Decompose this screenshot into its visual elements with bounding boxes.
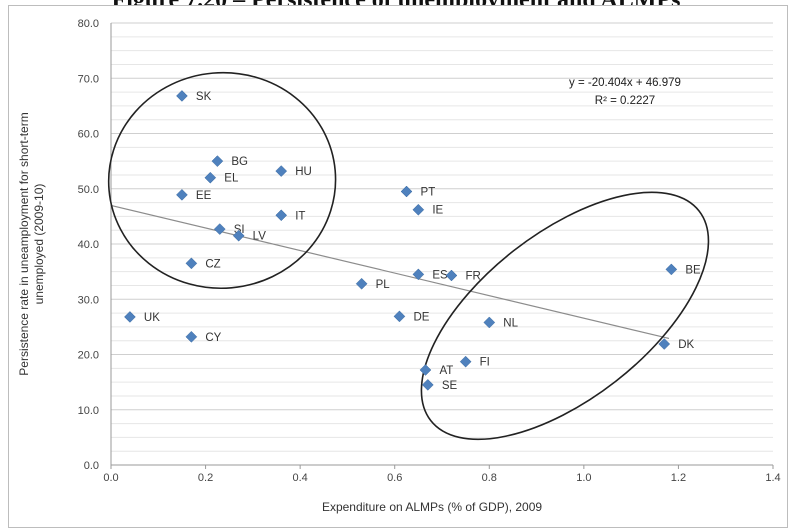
data-point-be <box>665 263 678 276</box>
data-point-pt <box>400 185 413 198</box>
y-tick-label: 30.0 <box>78 294 99 306</box>
data-point-es <box>412 268 425 281</box>
data-label-fi: FI <box>480 357 490 369</box>
data-label-cz: CZ <box>205 258 220 270</box>
r-squared: R² = 0.2227 <box>595 95 655 107</box>
data-label-it: IT <box>295 210 305 222</box>
data-label-pl: PL <box>376 279 391 291</box>
y-tick-label: 60.0 <box>78 129 99 141</box>
data-point-ee <box>176 188 188 201</box>
data-point-ie <box>412 203 425 216</box>
y-tick-label: 80.0 <box>78 18 99 30</box>
data-point-nl <box>483 316 496 329</box>
data-label-es: ES <box>432 269 448 281</box>
y-tick-label: 70.0 <box>78 73 99 85</box>
data-label-ee: EE <box>196 190 212 202</box>
x-tick-label: 0.4 <box>292 472 307 484</box>
data-label-el: EL <box>224 173 239 185</box>
y-tick-label: 10.0 <box>78 405 99 417</box>
data-label-lv: LV <box>253 231 267 243</box>
data-label-be: BE <box>685 264 701 276</box>
x-tick-label: 0.8 <box>482 472 497 484</box>
data-point-se <box>421 379 434 391</box>
data-point-lv <box>232 229 245 242</box>
y-axis-label-line: unemployed (2009-10) <box>32 184 46 305</box>
data-label-cy: CY <box>205 332 221 344</box>
y-tick-label: 50.0 <box>78 184 99 196</box>
x-tick-label: 1.2 <box>671 472 686 484</box>
y-tick-label: 40.0 <box>78 239 99 251</box>
data-label-hu: HU <box>295 166 312 178</box>
data-label-ie: IE <box>432 205 443 217</box>
data-label-dk: DK <box>678 339 694 351</box>
x-tick-label: 1.0 <box>576 472 591 484</box>
data-label-pt: PT <box>421 187 436 199</box>
data-point-hu <box>275 165 288 177</box>
x-tick-label: 0.0 <box>103 472 118 484</box>
data-label-fr: FR <box>465 270 480 282</box>
x-tick-label: 0.2 <box>198 472 213 484</box>
data-point-at <box>419 364 432 376</box>
trendline <box>110 204 670 340</box>
data-point-el <box>204 171 217 184</box>
data-point-si <box>213 223 226 235</box>
data-label-uk: UK <box>144 312 160 324</box>
data-point-uk <box>124 311 136 323</box>
x-tick-label: 0.6 <box>387 472 402 484</box>
data-point-fi <box>459 355 472 368</box>
highlight-ellipse <box>420 191 710 441</box>
data-point-cz <box>185 257 198 270</box>
highlight-ellipse <box>107 71 337 290</box>
data-label-se: SE <box>442 380 458 392</box>
data-point-cy <box>185 330 198 343</box>
data-point-sk <box>176 90 188 102</box>
data-label-at: AT <box>439 365 453 377</box>
data-point-fr <box>445 269 458 282</box>
data-label-sk: SK <box>196 91 212 103</box>
x-tick-label: 1.4 <box>765 472 780 484</box>
data-label-si: SI <box>234 224 245 236</box>
x-axis-label: Expenditure on ALMPs (% of GDP), 2009 <box>322 500 542 514</box>
data-point-de <box>393 310 406 323</box>
data-point-pl <box>355 277 368 290</box>
data-label-bg: BG <box>231 156 248 168</box>
data-point-bg <box>211 155 224 167</box>
y-tick-label: 0.0 <box>84 460 99 472</box>
data-label-de: DE <box>413 311 429 323</box>
y-tick-label: 20.0 <box>78 350 99 362</box>
y-axis-label-line: Persistence rate in uneamployment for sh… <box>17 112 31 375</box>
trend-equation: y = -20.404x + 46.979 <box>569 77 681 89</box>
data-point-dk <box>658 338 671 350</box>
data-label-nl: NL <box>503 317 518 329</box>
data-point-it <box>275 209 288 222</box>
